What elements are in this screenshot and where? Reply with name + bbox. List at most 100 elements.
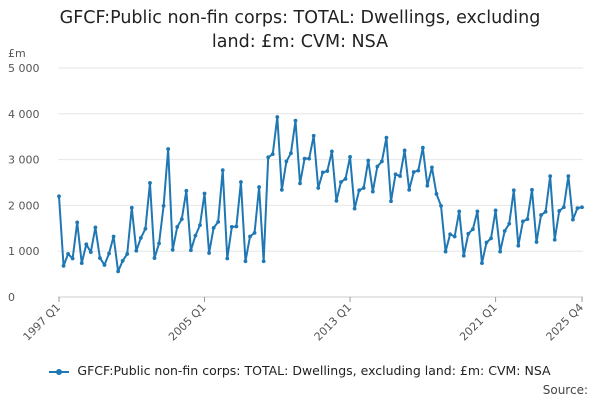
- data-point[interactable]: [261, 259, 266, 264]
- data-point[interactable]: [348, 154, 352, 159]
- data-point[interactable]: [434, 192, 439, 196]
- data-point[interactable]: [361, 186, 366, 190]
- data-point[interactable]: [480, 261, 484, 266]
- data-point[interactable]: [484, 240, 489, 245]
- data-point[interactable]: [116, 269, 121, 274]
- data-point[interactable]: [102, 263, 107, 267]
- data-point[interactable]: [79, 261, 84, 266]
- data-point[interactable]: [184, 188, 189, 193]
- data-point[interactable]: [489, 236, 493, 241]
- data-point[interactable]: [193, 233, 198, 238]
- data-point[interactable]: [402, 148, 407, 153]
- data-point[interactable]: [239, 180, 243, 184]
- data-point[interactable]: [530, 187, 534, 192]
- data-point[interactable]: [302, 156, 307, 161]
- data-point[interactable]: [216, 219, 221, 224]
- data-point[interactable]: [293, 118, 298, 123]
- data-point[interactable]: [475, 209, 480, 214]
- data-point[interactable]: [57, 194, 61, 199]
- data-point[interactable]: [225, 256, 230, 261]
- data-point[interactable]: [498, 249, 503, 254]
- data-point[interactable]: [207, 251, 211, 255]
- data-point[interactable]: [407, 187, 412, 192]
- data-point[interactable]: [129, 205, 134, 210]
- legend[interactable]: GFCF:Public non-fin corps: TOTAL: Dwelli…: [0, 363, 600, 378]
- data-point[interactable]: [466, 231, 471, 236]
- data-point[interactable]: [93, 225, 98, 230]
- data-point[interactable]: [170, 247, 175, 252]
- data-point[interactable]: [279, 187, 284, 192]
- data-point[interactable]: [220, 168, 225, 173]
- data-point[interactable]: [229, 225, 234, 229]
- data-point[interactable]: [470, 227, 475, 232]
- data-point[interactable]: [380, 159, 384, 164]
- data-point[interactable]: [84, 242, 89, 247]
- data-point[interactable]: [134, 248, 139, 253]
- data-point[interactable]: [430, 165, 434, 170]
- data-point[interactable]: [571, 217, 575, 222]
- data-point[interactable]: [175, 225, 180, 229]
- data-point[interactable]: [493, 208, 498, 213]
- data-point[interactable]: [543, 209, 548, 214]
- data-point[interactable]: [75, 220, 80, 225]
- data-point[interactable]: [539, 213, 543, 217]
- data-point[interactable]: [88, 250, 93, 255]
- data-point[interactable]: [202, 191, 207, 196]
- data-point[interactable]: [284, 159, 289, 164]
- data-point[interactable]: [420, 145, 425, 150]
- data-point[interactable]: [107, 251, 111, 256]
- data-point[interactable]: [275, 115, 280, 119]
- data-point[interactable]: [511, 188, 516, 193]
- data-point[interactable]: [461, 253, 466, 258]
- data-point[interactable]: [148, 181, 152, 185]
- data-point[interactable]: [393, 172, 398, 177]
- data-point[interactable]: [257, 185, 261, 189]
- data-point[interactable]: [325, 169, 330, 173]
- data-point[interactable]: [298, 181, 302, 186]
- data-point[interactable]: [307, 156, 312, 161]
- data-point[interactable]: [384, 135, 389, 140]
- data-point[interactable]: [125, 252, 130, 256]
- data-point[interactable]: [357, 188, 362, 193]
- data-point[interactable]: [525, 217, 530, 222]
- data-point[interactable]: [411, 170, 416, 174]
- data-point[interactable]: [98, 256, 102, 260]
- data-point[interactable]: [243, 259, 248, 264]
- data-point[interactable]: [61, 263, 66, 268]
- data-point[interactable]: [507, 221, 512, 226]
- data-point[interactable]: [152, 256, 157, 260]
- data-point[interactable]: [566, 174, 571, 178]
- data-point[interactable]: [70, 256, 75, 261]
- data-point[interactable]: [234, 224, 239, 229]
- data-point[interactable]: [548, 174, 553, 178]
- data-point[interactable]: [561, 205, 566, 210]
- data-point[interactable]: [352, 206, 357, 211]
- data-point[interactable]: [389, 199, 393, 204]
- data-point[interactable]: [575, 206, 580, 211]
- data-point[interactable]: [366, 158, 371, 163]
- data-point[interactable]: [120, 258, 125, 263]
- data-point[interactable]: [179, 217, 184, 222]
- data-point[interactable]: [343, 176, 348, 181]
- data-point[interactable]: [316, 186, 321, 190]
- data-point[interactable]: [211, 225, 216, 230]
- data-point[interactable]: [416, 168, 421, 173]
- data-point[interactable]: [516, 243, 521, 248]
- data-point[interactable]: [188, 248, 193, 253]
- data-point[interactable]: [339, 180, 343, 184]
- data-point[interactable]: [334, 198, 339, 203]
- data-point[interactable]: [138, 236, 143, 240]
- data-point[interactable]: [552, 237, 557, 242]
- data-point[interactable]: [266, 155, 271, 160]
- data-point[interactable]: [502, 229, 507, 233]
- data-point[interactable]: [320, 170, 325, 175]
- data-point[interactable]: [520, 219, 525, 224]
- data-point[interactable]: [270, 152, 275, 157]
- data-point[interactable]: [534, 240, 539, 244]
- data-point[interactable]: [448, 232, 453, 237]
- data-point[interactable]: [157, 241, 161, 246]
- data-point[interactable]: [557, 209, 562, 213]
- data-point[interactable]: [425, 183, 430, 188]
- data-point[interactable]: [398, 174, 402, 178]
- data-point[interactable]: [370, 189, 375, 194]
